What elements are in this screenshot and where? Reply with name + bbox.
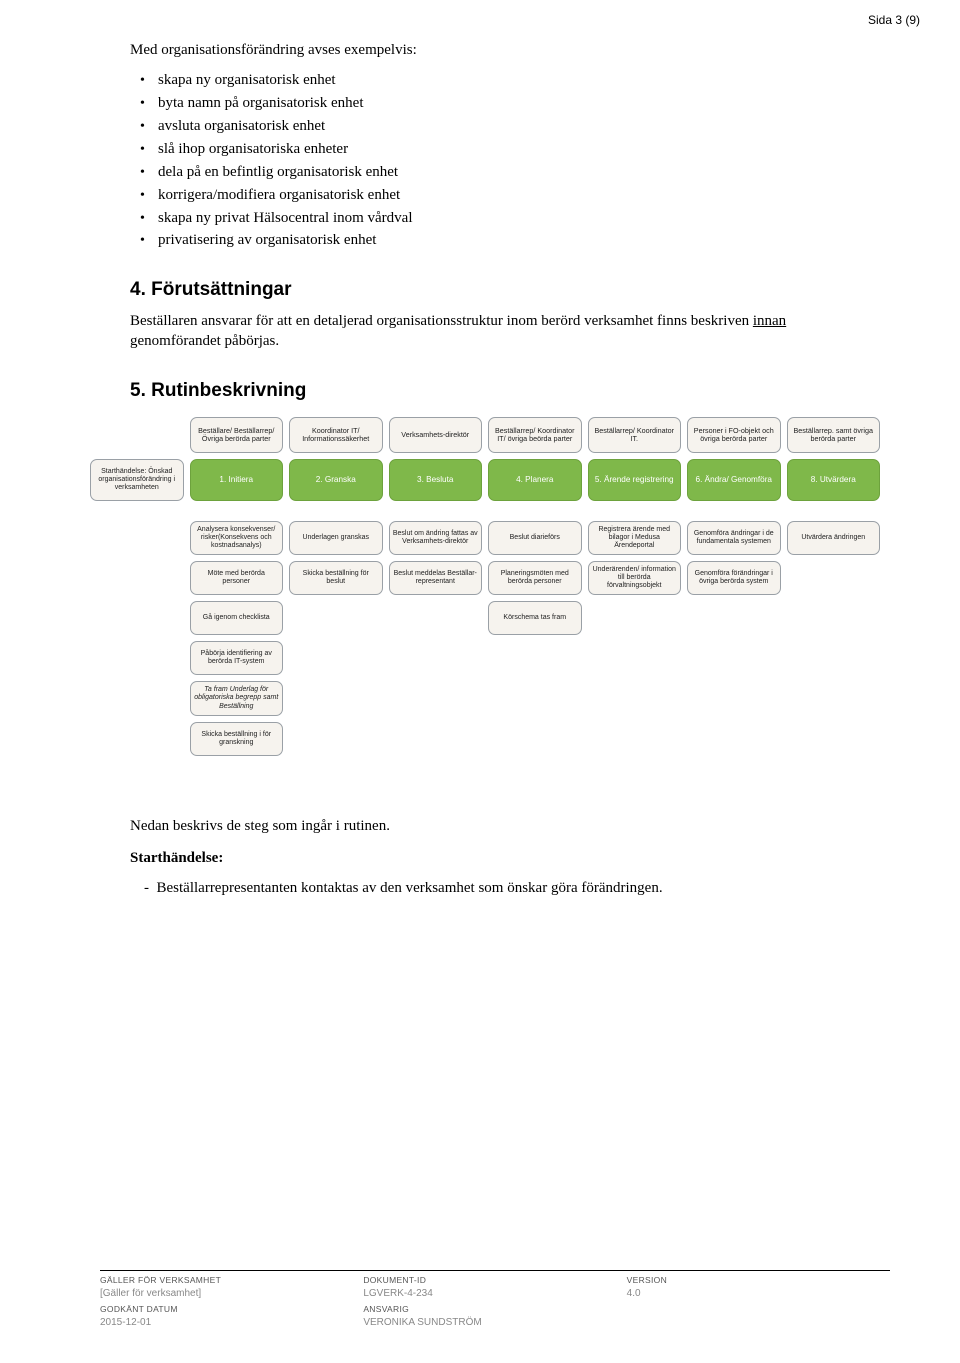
flowchart-task: Genomföra förändringar i övriga berörda …: [687, 561, 781, 595]
list-item: skapa ny privat Hälsocentral inom vårdva…: [158, 208, 860, 229]
flowchart: Beställare/ Beställarrep/ Övriga berörda…: [90, 417, 880, 755]
flowchart-header: Beställarrep/ Koordinator IT/ övriga beö…: [488, 417, 582, 453]
flowchart-task: Beslut om ändring fattas av Verksamhets-…: [389, 521, 483, 555]
flowchart-header: Koordinator IT/ Informationssäkerhet: [289, 417, 383, 453]
list-item: privatisering av organisatorisk enhet: [158, 230, 860, 251]
example-bullet-list: skapa ny organisatorisk enhet byta namn …: [130, 70, 860, 251]
flowchart-step: 2. Granska: [289, 459, 383, 501]
text-fragment: genomförandet påbörjas.: [130, 333, 279, 349]
flowchart-task: Beslut diarieförs: [488, 521, 582, 555]
page-number: Sida 3 (9): [868, 12, 920, 28]
start-event-text: Beställarrepresentanten kontaktas av den…: [157, 880, 663, 896]
footer-value: 4.0: [627, 1287, 890, 1301]
flowchart-task: Beslut meddelas Beställar-representant: [389, 561, 483, 595]
flowchart-task-row: Skicka beställning i för granskning: [90, 722, 880, 756]
flowchart-task: Påbörja identifiering av berörda IT-syst…: [190, 641, 284, 675]
section-4-text: Beställaren ansvarar för att en detaljer…: [130, 311, 860, 352]
flowchart-task: Underärenden/ information till berörda f…: [588, 561, 682, 595]
flowchart-task: Ta fram Underlag för obligatoriska begre…: [190, 681, 284, 715]
footer-label: GODKÄNT DATUM: [100, 1304, 363, 1315]
text-fragment: Beställaren ansvarar för att en detaljer…: [130, 313, 753, 329]
footer-label: DOKUMENT-ID: [363, 1275, 626, 1286]
flowchart-start-event: Starthändelse: Önskad organisationsförän…: [90, 459, 184, 501]
footer-value: LGVERK-4-234: [363, 1287, 626, 1301]
section-5-heading: 5. Rutinbeskrivning: [130, 378, 860, 404]
footer-label: GÄLLER FÖR VERKSAMHET: [100, 1275, 363, 1286]
flowchart-task-row: Gå igenom checklista Körschema tas fram: [90, 601, 880, 635]
flowchart-task: Registrera ärende med bilagor i Medusa Ä…: [588, 521, 682, 555]
flowchart-step: 3. Besluta: [389, 459, 483, 501]
start-event-heading: Starthändelse:: [130, 850, 223, 866]
flowchart-header: Verksamhets-direktör: [389, 417, 483, 453]
flowchart-header: Beställare/ Beställarrep/ Övriga berörda…: [190, 417, 284, 453]
flowchart-step-row: Starthändelse: Önskad organisationsförän…: [90, 459, 880, 501]
list-item: slå ihop organisatoriska enheter: [158, 139, 860, 160]
flowchart-step: 1. Initiera: [190, 459, 284, 501]
flowchart-task: Planeringsmöten med berörda personer: [488, 561, 582, 595]
list-item: skapa ny organisatorisk enhet: [158, 70, 860, 91]
footer-label: VERSION: [627, 1275, 890, 1286]
flowchart-step: 4. Planera: [488, 459, 582, 501]
flowchart-task: Gå igenom checklista: [190, 601, 284, 635]
flowchart-task: Genomföra ändringar i de fundamentala sy…: [687, 521, 781, 555]
flowchart-task: Underlagen granskas: [289, 521, 383, 555]
flowchart-step: 5. Ärende registrering: [588, 459, 682, 501]
footer-label: ANSVARIG: [363, 1304, 626, 1315]
flowchart-task-row: Analysera konsekvenser/ risker(Konsekven…: [90, 521, 880, 555]
flowchart-task: Körschema tas fram: [488, 601, 582, 635]
flowchart-task-row: Ta fram Underlag för obligatoriska begre…: [90, 681, 880, 715]
list-item: korrigera/modifiera organisatorisk enhet: [158, 185, 860, 206]
closing-text: Nedan beskrivs de steg som ingår i rutin…: [130, 816, 860, 836]
text-underlined: innan: [753, 313, 786, 329]
flowchart-task: Utvärdera ändringen: [787, 521, 881, 555]
flowchart-step: 6. Ändra/ Genomföra: [687, 459, 781, 501]
flowchart-task: Skicka beställning i för granskning: [190, 722, 284, 756]
flowchart-task: Analysera konsekvenser/ risker(Konsekven…: [190, 521, 284, 555]
document-footer: GÄLLER FÖR VERKSAMHET [Gäller för verksa…: [100, 1270, 890, 1333]
footer-value: [Gäller för verksamhet]: [100, 1287, 363, 1301]
flowchart-task: Skicka beställning för beslut: [289, 561, 383, 595]
footer-value: 2015-12-01: [100, 1316, 363, 1330]
flowchart-task-row: Möte med berörda personer Skicka beställ…: [90, 561, 880, 595]
intro-text: Med organisationsförändring avses exempe…: [130, 40, 860, 60]
start-event-item: - Beställarrepresentanten kontaktas av d…: [130, 878, 860, 898]
list-item: byta namn på organisatorisk enhet: [158, 93, 860, 114]
dash-icon: -: [144, 880, 157, 896]
flowchart-task-row: Påbörja identifiering av berörda IT-syst…: [90, 641, 880, 675]
flowchart-header: Personer i FO-objekt och övriga berörda …: [687, 417, 781, 453]
footer-value: VERONIKA SUNDSTRÖM: [363, 1316, 626, 1330]
list-item: avsluta organisatorisk enhet: [158, 116, 860, 137]
flowchart-task: Möte med berörda personer: [190, 561, 284, 595]
flowchart-step: 8. Utvärdera: [787, 459, 881, 501]
flowchart-header: Beställarrep. samt övriga berörda parter: [787, 417, 881, 453]
footer-divider: [100, 1270, 890, 1271]
section-4-heading: 4. Förutsättningar: [130, 277, 860, 303]
flowchart-header: Beställarrep/ Koordinator IT.: [588, 417, 682, 453]
flowchart-header-row: Beställare/ Beställarrep/ Övriga berörda…: [90, 417, 880, 453]
list-item: dela på en befintlig organisatorisk enhe…: [158, 162, 860, 183]
